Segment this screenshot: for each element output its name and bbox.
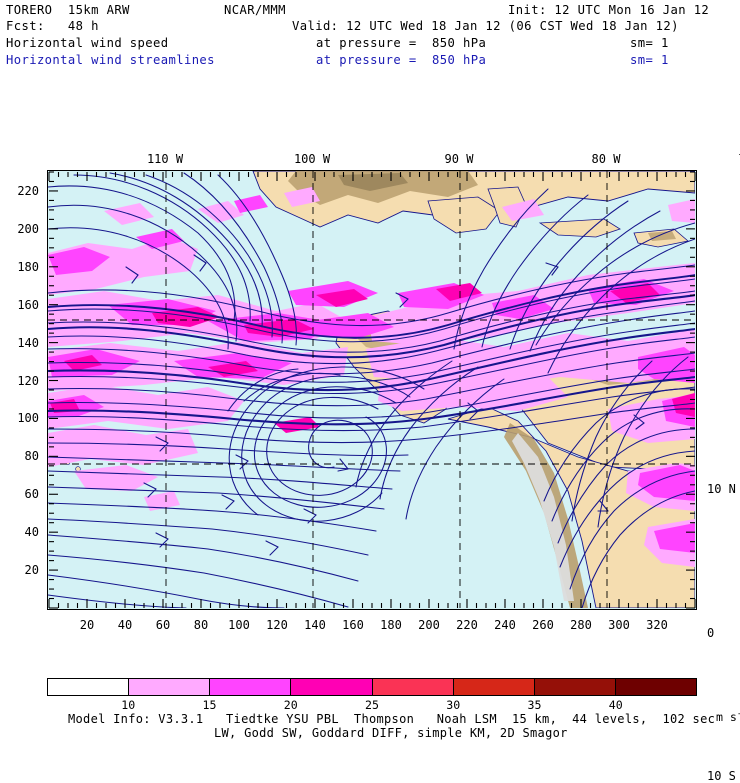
colorbar-cell->40 xyxy=(615,679,696,695)
colorbar-cell-20-25 xyxy=(291,679,373,695)
x-tick-label-40: 40 xyxy=(117,618,133,632)
y-tick-label-160: 160 xyxy=(17,297,39,312)
init-time: Init: 12 UTC Mon 16 Jan 12 xyxy=(508,3,710,17)
colorbar-units: m s-1 xyxy=(702,695,740,724)
lat-label-10S: 10 S xyxy=(707,769,736,783)
streamlines xyxy=(48,172,695,608)
y-tick-label-80: 80 xyxy=(24,449,39,464)
colorbar-swatches xyxy=(47,678,697,696)
x-tick-label-240: 240 xyxy=(494,618,516,632)
colorbar-tick-30: 30 xyxy=(446,698,461,712)
lon-label-110W: 110 W xyxy=(146,152,184,166)
colorbar-tick-25: 25 xyxy=(365,698,379,712)
map-plot[interactable] xyxy=(47,170,697,610)
lon-label-70W: 70 W xyxy=(739,152,740,166)
x-tick-label-260: 260 xyxy=(532,618,554,632)
colorbar[interactable]: 10 15 20 25 30 35 40 xyxy=(47,678,697,712)
terrain-andes-peaks xyxy=(512,433,574,601)
x-tick-label-280: 280 xyxy=(570,618,592,632)
y-tick-label-20: 20 xyxy=(24,563,39,578)
colorbar-cell-15-20 xyxy=(210,679,292,695)
colorbar-tick-40: 40 xyxy=(608,698,623,712)
colorbar-tick-15: 15 xyxy=(202,698,217,712)
forecast-hour: Fcst: 48 h xyxy=(6,19,99,33)
x-tick-label-300: 300 xyxy=(608,618,630,632)
y-tick-label-200: 200 xyxy=(17,221,39,236)
colorbar-tick-10: 10 xyxy=(121,698,136,712)
x-tick-label-160: 160 xyxy=(342,618,364,632)
colorbar-tick-35: 35 xyxy=(527,698,542,712)
field-1-name: Horizontal wind speed xyxy=(6,36,169,50)
field-1-smooth: sm= 1 xyxy=(630,36,669,50)
wind-speed-streamline-map xyxy=(48,171,695,608)
x-tick-label-180: 180 xyxy=(380,618,402,632)
x-tick-label-100: 100 xyxy=(228,618,250,632)
institution: NCAR/MMM xyxy=(224,3,286,17)
colorbar-cell-10-15 xyxy=(129,679,211,695)
chart-header: TORERO 15km ARW NCAR/MMM Init: 12 UTC Mo… xyxy=(0,0,740,72)
lon-label-100W: 100 W xyxy=(293,152,331,166)
colorbar-units-exponent: -1 xyxy=(737,709,740,719)
field-2-smooth: sm= 1 xyxy=(630,53,669,67)
colorbar-units-text: m s xyxy=(715,709,737,724)
terrain-hispaniola xyxy=(648,231,676,241)
field-2-level: at pressure = 850 hPa xyxy=(316,53,487,67)
x-tick-label-320: 320 xyxy=(646,618,668,632)
x-tick-label-60: 60 xyxy=(155,618,171,632)
model-name: TORERO 15km ARW xyxy=(6,3,130,17)
map-gridlines xyxy=(48,171,695,608)
field-2-name: Horizontal wind streamlines xyxy=(6,53,215,67)
y-tick-label-60: 60 xyxy=(24,487,39,502)
field-1-level: at pressure = 850 hPa xyxy=(316,36,487,50)
lat-label-0: 0 xyxy=(707,626,715,640)
landmass-cuba xyxy=(538,218,621,238)
lat-label-10N: 10 N xyxy=(707,482,736,496)
valid-time: Valid: 12 UTC Wed 18 Jan 12 (06 CST Wed … xyxy=(292,19,679,33)
y-tick-label-140: 140 xyxy=(17,335,39,350)
lon-label-80W: 80 W xyxy=(591,152,621,166)
y-tick-label-100: 100 xyxy=(17,411,39,426)
lon-label-90W: 90 W xyxy=(444,152,474,166)
plot-frame xyxy=(47,170,697,610)
x-tick-label-200: 200 xyxy=(418,618,440,632)
x-tick-label-140: 140 xyxy=(304,618,326,632)
colorbar-cell-35-40 xyxy=(534,679,616,695)
y-tick-label-120: 120 xyxy=(17,373,39,388)
x-tick-label-80: 80 xyxy=(193,618,209,632)
y-tick-label-180: 180 xyxy=(17,259,39,274)
x-tick-label-220: 220 xyxy=(456,618,478,632)
y-tick-label-220: 220 xyxy=(17,183,39,198)
colorbar-cell-25-30 xyxy=(372,679,454,695)
y-tick-label-40: 40 xyxy=(24,525,39,540)
colorbar-cell-<10 xyxy=(48,679,130,695)
x-tick-label-120: 120 xyxy=(266,618,288,632)
landmass-baja xyxy=(427,196,501,234)
colorbar-cell-30-35 xyxy=(453,679,535,695)
x-tick-label-20: 20 xyxy=(79,618,95,632)
colorbar-tick-20: 20 xyxy=(283,698,298,712)
model-info-line-1: Model Info: V3.3.1 Tiedtke YSU PBL Thomp… xyxy=(68,712,716,726)
model-info-line-2: LW, Godd SW, Goddard DIFF, simple KM, 2D… xyxy=(214,726,568,740)
